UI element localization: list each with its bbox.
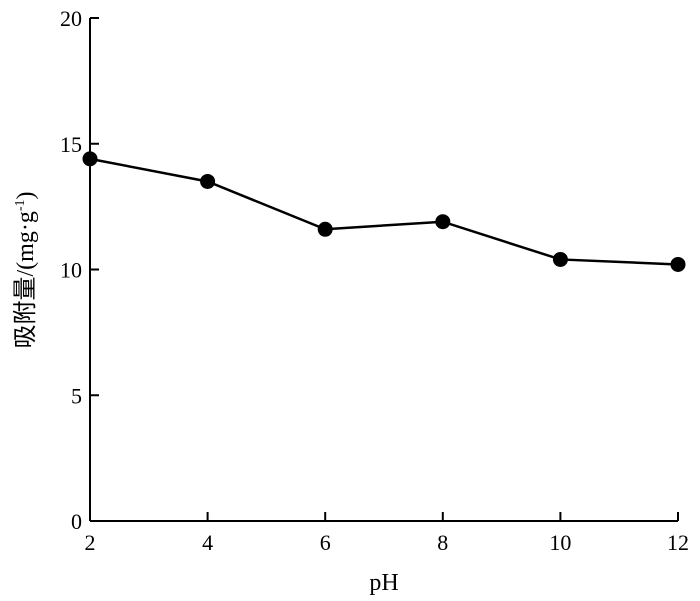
x-tick-label: 2 [85, 530, 96, 555]
x-tick-label: 6 [320, 530, 331, 555]
y-axis-label-close: ) [13, 192, 39, 200]
y-axis-label: 吸附量/(mg·g-1) [12, 192, 39, 349]
x-tick-label: 8 [437, 530, 448, 555]
x-tick-label: 10 [549, 530, 571, 555]
data-point [317, 221, 333, 237]
data-point [82, 151, 98, 167]
y-axis-label-main: 吸附量/(mg·g [12, 211, 39, 348]
x-axis-label: pH [369, 570, 398, 596]
data-point [200, 173, 216, 189]
x-tick-label: 4 [202, 530, 213, 555]
data-point [552, 251, 568, 267]
data-point [435, 214, 451, 230]
series-group [82, 151, 686, 272]
y-axis-label-sup: -1 [13, 200, 28, 212]
axes [89, 18, 678, 522]
data-point [670, 256, 686, 272]
y-tick-label: 15 [60, 132, 82, 157]
y-tick-label: 5 [71, 383, 82, 408]
y-tick-label: 20 [60, 6, 82, 31]
x-tick-label: 12 [667, 530, 689, 555]
y-tick-label: 0 [71, 509, 82, 534]
series-line [89, 157, 679, 266]
ticks [89, 17, 679, 522]
tick-labels: 0 5 10 15 20 2 4 6 8 10 12 [60, 6, 689, 555]
y-tick-label: 10 [60, 258, 82, 283]
